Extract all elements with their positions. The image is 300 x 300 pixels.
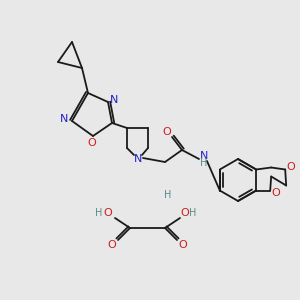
Text: O: O [272, 188, 280, 199]
Text: N: N [110, 95, 118, 105]
Text: H: H [200, 158, 208, 168]
Text: N: N [60, 114, 68, 124]
Text: O: O [287, 161, 296, 172]
Text: O: O [178, 240, 188, 250]
Text: O: O [163, 127, 171, 137]
Text: N: N [134, 154, 142, 164]
Text: N: N [200, 151, 208, 161]
Text: O: O [108, 240, 116, 250]
Text: O: O [181, 208, 189, 218]
Text: H: H [164, 190, 172, 200]
Text: H: H [95, 208, 103, 218]
Text: O: O [103, 208, 112, 218]
Text: H: H [189, 208, 197, 218]
Text: O: O [88, 138, 96, 148]
